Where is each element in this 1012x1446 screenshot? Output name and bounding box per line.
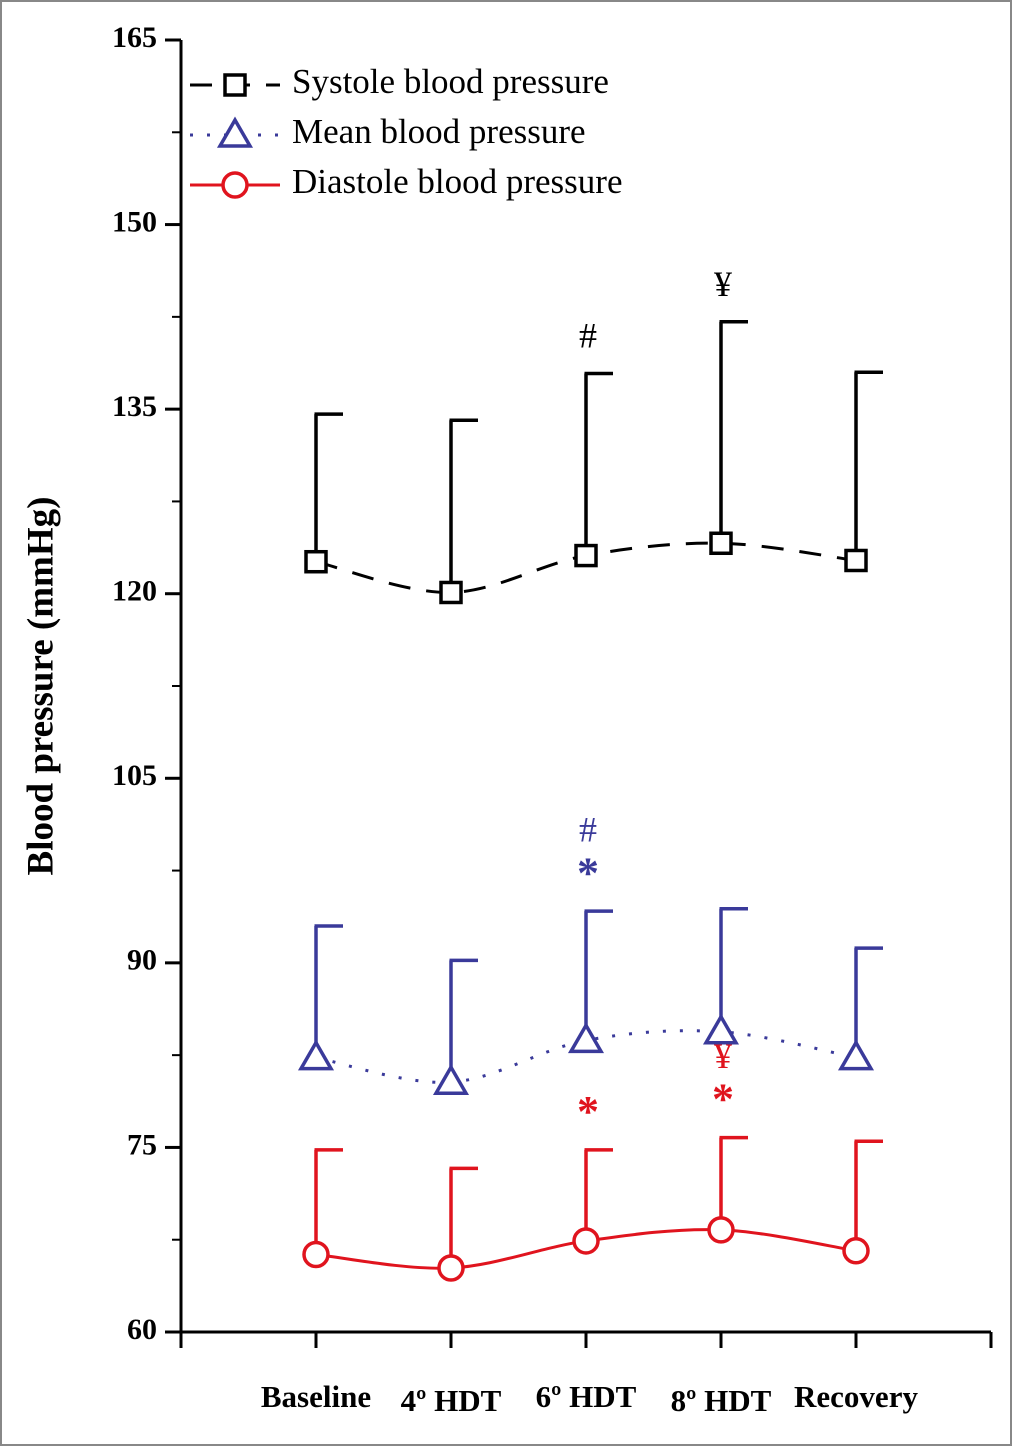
legend-marker <box>221 171 249 199</box>
error-bar <box>314 412 343 562</box>
error-bar <box>584 371 613 556</box>
point-marker <box>837 1039 875 1071</box>
annotation: ¥ <box>714 1036 732 1076</box>
legend-label: Mean blood pressure <box>292 112 586 151</box>
y-tick-label: 135 <box>112 390 157 423</box>
legend-marker <box>216 116 254 148</box>
x-tick-label: 6º HDT <box>536 1379 637 1414</box>
y-axis-label: Blood pressure (mmHg) <box>20 497 61 876</box>
error-bar <box>449 1166 478 1269</box>
error-bar <box>314 924 343 1058</box>
y-tick-label: 60 <box>127 1313 157 1346</box>
y-tick-label: 150 <box>112 205 157 238</box>
error-bar <box>584 1148 613 1241</box>
point-marker <box>437 1254 465 1282</box>
point-marker <box>432 1063 470 1095</box>
point-marker <box>702 1013 740 1045</box>
annotation: * <box>712 1075 734 1124</box>
y-tick-label: 120 <box>112 575 157 608</box>
error-bar <box>719 320 748 544</box>
y-tick-label: 165 <box>112 21 157 54</box>
point-marker <box>302 1240 330 1269</box>
point-marker <box>842 1237 870 1265</box>
error-bar <box>719 906 748 1032</box>
error-bar <box>584 909 613 1041</box>
point-marker <box>572 1227 600 1255</box>
point-marker <box>707 1216 735 1244</box>
x-tick-label: 8º HDT <box>671 1383 772 1418</box>
error-bar <box>854 370 883 561</box>
point-marker <box>567 1021 605 1054</box>
point-marker <box>439 580 463 605</box>
point-marker <box>709 531 733 556</box>
legend-label: Diastole blood pressure <box>292 162 622 201</box>
point-marker <box>304 549 328 574</box>
annotation: ¥ <box>714 264 732 304</box>
x-tick-label: Baseline <box>261 1379 371 1414</box>
x-tick-label: 4º HDT <box>401 1383 502 1418</box>
annotation: * <box>577 848 599 897</box>
y-tick-label: 105 <box>112 759 157 792</box>
legend-marker <box>223 73 247 97</box>
legend-label: Systole blood pressure <box>292 62 609 101</box>
point-marker <box>844 548 868 573</box>
error-bar <box>854 1139 883 1251</box>
annotation: * <box>577 1087 599 1136</box>
annotation: # <box>579 809 597 849</box>
error-bar <box>314 1148 343 1255</box>
annotation: # <box>579 316 597 356</box>
point-marker <box>574 543 598 568</box>
x-tick-label: Recovery <box>794 1379 918 1414</box>
error-bar <box>449 958 478 1083</box>
y-tick-label: 90 <box>127 944 157 977</box>
y-tick-label: 75 <box>127 1128 157 1161</box>
error-bar <box>719 1135 748 1230</box>
point-marker <box>297 1039 335 1071</box>
error-bar <box>449 418 478 593</box>
